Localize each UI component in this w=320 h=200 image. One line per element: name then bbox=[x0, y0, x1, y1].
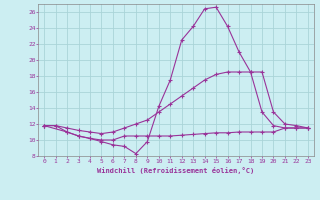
X-axis label: Windchill (Refroidissement éolien,°C): Windchill (Refroidissement éolien,°C) bbox=[97, 167, 255, 174]
